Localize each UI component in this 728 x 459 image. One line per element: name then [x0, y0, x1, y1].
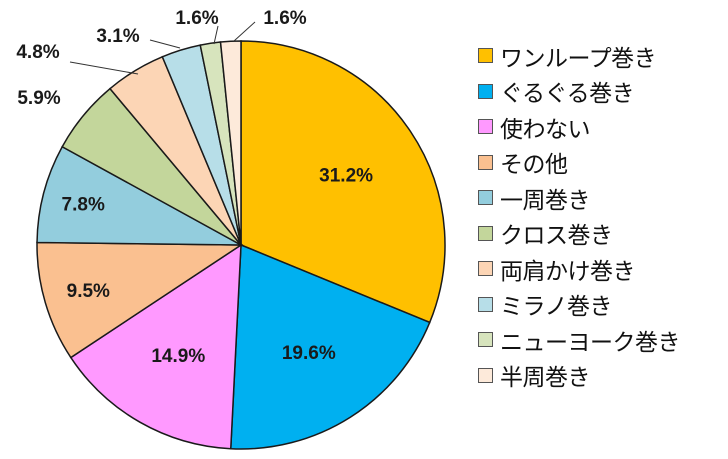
legend-item: ワンループ巻き	[478, 38, 728, 74]
pie-slice	[36, 241, 244, 359]
legend-item: ぐるぐる巻き	[478, 74, 728, 110]
legend-label: 使わない	[500, 116, 591, 143]
pie-slice	[69, 243, 242, 450]
slice-label: 31.2%	[319, 166, 373, 187]
legend-swatch	[478, 225, 493, 241]
legend-swatch	[478, 190, 493, 206]
legend-label: ニューヨーク巻き	[500, 329, 681, 356]
leader-line	[233, 21, 256, 42]
slice-label: 4.8%	[16, 42, 59, 63]
legend-item: ニューヨーク巻き	[478, 322, 728, 358]
slice-label: 1.6%	[175, 8, 218, 29]
leader-line	[149, 39, 181, 49]
legend: ワンループ巻き ぐるぐる巻き 使わない その他 一周巻き クロス巻き 両肩かけ巻…	[478, 38, 728, 393]
pie-slice	[36, 145, 242, 246]
slice-label: 9.5%	[67, 281, 110, 302]
legend-item: 両肩かけ巻き	[478, 251, 728, 287]
legend-item: その他	[478, 145, 728, 181]
legend-swatch	[478, 119, 493, 135]
pie-slice	[219, 40, 242, 246]
legend-item: クロス巻き	[478, 216, 728, 252]
legend-swatch	[478, 83, 493, 99]
legend-item: 一周巻き	[478, 180, 728, 216]
slice-label: 7.8%	[62, 194, 105, 215]
legend-label: 両肩かけ巻き	[500, 258, 636, 285]
legend-swatch	[478, 332, 493, 348]
slice-label: 14.9%	[151, 346, 205, 367]
legend-item: ミラノ巻き	[478, 287, 728, 323]
legend-swatch	[478, 261, 493, 277]
slice-label: 1.6%	[263, 8, 306, 29]
legend-label: 半周巻き	[500, 365, 591, 392]
leader-line	[69, 61, 139, 75]
legend-swatch	[478, 296, 493, 312]
pie-slice	[240, 40, 446, 324]
leader-line	[213, 25, 219, 45]
legend-swatch	[478, 154, 493, 170]
legend-label: 一周巻き	[500, 187, 591, 214]
legend-label: ぐるぐる巻き	[500, 81, 635, 108]
slice-label: 3.1%	[96, 26, 139, 47]
legend-label: ミラノ巻き	[500, 294, 613, 321]
legend-label: クロス巻き	[500, 223, 613, 250]
legend-swatch	[478, 367, 493, 383]
legend-swatch	[478, 48, 493, 64]
slice-label: 19.6%	[282, 343, 336, 364]
slice-label: 5.9%	[17, 88, 60, 109]
legend-label: ワンループ巻き	[500, 45, 657, 72]
pie-slice	[229, 243, 431, 450]
legend-item: 半周巻き	[478, 358, 728, 394]
legend-label: その他	[500, 152, 568, 179]
legend-item: 使わない	[478, 109, 728, 145]
